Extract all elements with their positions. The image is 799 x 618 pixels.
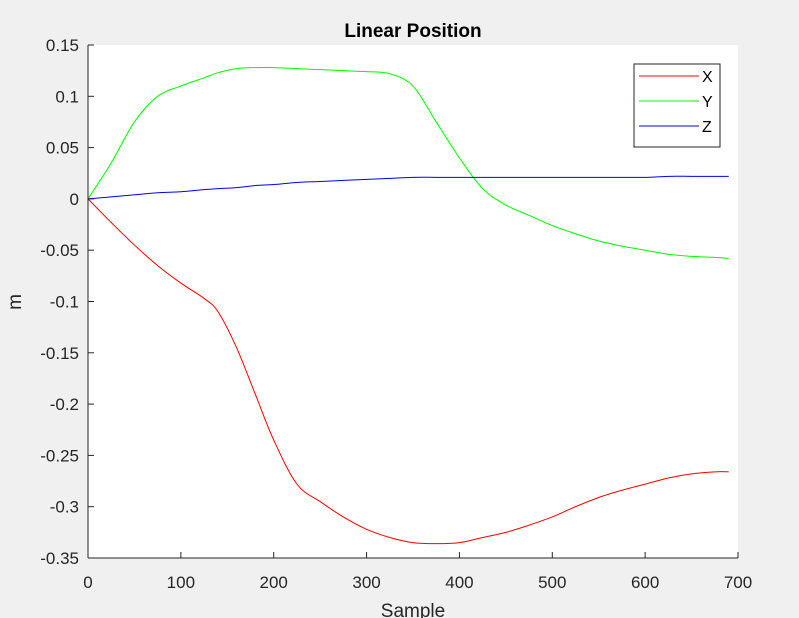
y-tick-label: -0.1 xyxy=(50,293,79,312)
x-tick-label: 300 xyxy=(352,573,380,592)
legend-label-z: Z xyxy=(702,119,712,136)
x-tick-label: 500 xyxy=(538,573,566,592)
ticks-layer: 0 100 200 300 400 500 600 700 0.15 0.1 0.05 0 -0.05 -… xyxy=(40,36,752,592)
y-tick-label: -0.3 xyxy=(50,498,79,517)
x-axis-label: Sample xyxy=(381,601,445,618)
y-tick-label: 0 xyxy=(70,190,79,209)
y-tick-label: 0.05 xyxy=(46,139,79,158)
y-tick-label: 0.1 xyxy=(55,87,79,106)
x-tick-label: 0 xyxy=(83,573,92,592)
y-axis-label: m xyxy=(5,294,26,310)
series-layer xyxy=(87,66,729,545)
y-tick-label: -0.25 xyxy=(40,446,79,465)
legend: XYZ xyxy=(633,63,721,148)
series-line-y xyxy=(87,66,729,259)
x-tick-label: 100 xyxy=(167,573,195,592)
y-tick-label: -0.2 xyxy=(50,395,79,414)
series-line-z xyxy=(87,175,729,200)
y-tick-label: -0.05 xyxy=(40,241,79,260)
series-line-x xyxy=(87,198,729,545)
plot-area-background xyxy=(88,45,738,558)
x-tick-label: 600 xyxy=(631,573,659,592)
x-tick-label: 200 xyxy=(260,573,288,592)
y-tick-label: -0.15 xyxy=(40,344,79,363)
x-tick-label: 700 xyxy=(724,573,752,592)
x-tick-label: 400 xyxy=(445,573,473,592)
legend-label-y: Y xyxy=(702,94,713,111)
legend-box xyxy=(633,63,721,148)
y-tick-label: -0.35 xyxy=(40,549,79,568)
y-tick-label: 0.15 xyxy=(46,36,79,55)
chart-title: Linear Position xyxy=(344,21,481,42)
legend-label-x: X xyxy=(702,69,713,86)
